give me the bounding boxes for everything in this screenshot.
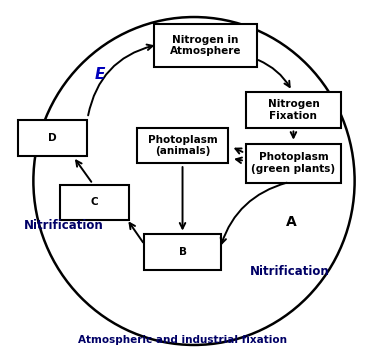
Text: Nitrification: Nitrification [250, 265, 330, 278]
Text: E: E [95, 67, 106, 81]
Text: C: C [91, 197, 99, 207]
FancyBboxPatch shape [144, 235, 221, 270]
FancyBboxPatch shape [154, 24, 257, 67]
Text: Atmospheric and industrial fixation: Atmospheric and industrial fixation [78, 334, 287, 345]
FancyBboxPatch shape [18, 121, 87, 156]
Text: Nitrogen in
Atmosphere: Nitrogen in Atmosphere [170, 35, 241, 56]
Text: A: A [286, 215, 297, 229]
Text: Nitrification: Nitrification [24, 219, 104, 232]
FancyBboxPatch shape [246, 92, 341, 127]
FancyBboxPatch shape [137, 127, 229, 163]
Text: B: B [178, 247, 187, 257]
Text: Photoplasm
(green plants): Photoplasm (green plants) [251, 152, 336, 174]
Text: Photoplasm
(animals): Photoplasm (animals) [148, 135, 217, 156]
Text: D: D [48, 133, 57, 143]
FancyBboxPatch shape [60, 185, 129, 220]
FancyBboxPatch shape [246, 144, 341, 183]
Text: Nitrogen
Fixation: Nitrogen Fixation [268, 99, 319, 121]
